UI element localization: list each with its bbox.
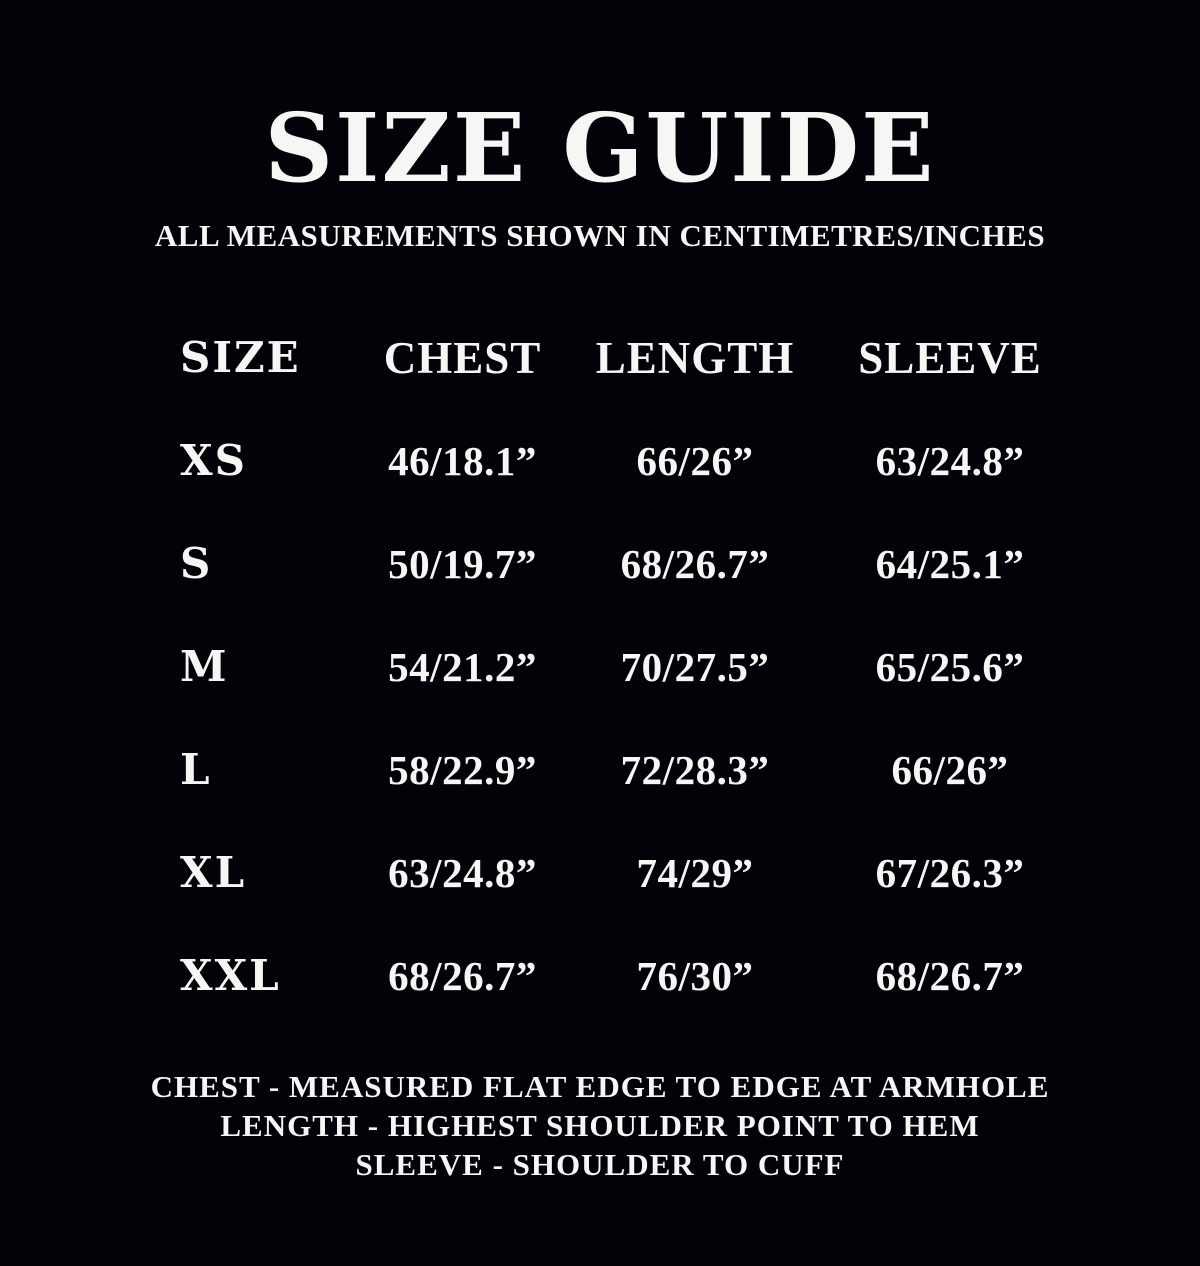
length-cell-xl: 74/29”: [636, 849, 754, 896]
chest-cell-m: 54/21.2”: [388, 643, 537, 690]
length-cell-l: 72/28.3”: [620, 746, 770, 793]
note-length: LENGTH - HIGHEST SHOULDER POINT TO HEM: [220, 1108, 980, 1144]
column-header-length: LENGTH: [595, 332, 795, 383]
sleeve-cell-xl: 67/26.3”: [875, 849, 1025, 896]
length-cell-xxl: 76/30”: [636, 952, 754, 999]
sleeve-cell-xxl: 68/26.7”: [875, 952, 1025, 999]
chest-cell-xxl: 68/26.7”: [388, 952, 537, 999]
page-subtitle: ALL MEASUREMENTS SHOWN IN CENTIMETRES/IN…: [154, 218, 1046, 254]
size-cell-l: L: [180, 745, 212, 795]
size-cell-m: M: [180, 642, 229, 692]
sleeve-cell-m: 65/25.6”: [875, 643, 1025, 690]
size-cell-xs: XS: [180, 436, 247, 486]
column-header-sleeve: SLEEVE: [858, 332, 1042, 383]
length-cell-m: 70/27.5”: [620, 643, 770, 690]
sleeve-cell-xs: 63/24.8”: [875, 437, 1025, 484]
sleeve-cell-s: 64/25.1”: [875, 540, 1025, 587]
chest-cell-l: 58/22.9”: [388, 746, 537, 793]
size-cell-xl: XL: [180, 848, 247, 898]
column-header-size: SIZE: [180, 333, 301, 383]
column-header-chest: CHEST: [383, 332, 542, 383]
size-table: SIZE CHEST LENGTH SLEEVE XS 46/18.1” 66/…: [180, 306, 1200, 1027]
length-cell-s: 68/26.7”: [620, 540, 770, 587]
chest-cell-xl: 63/24.8”: [388, 849, 537, 896]
chest-cell-xs: 46/18.1”: [388, 437, 537, 484]
page-title: SIZE GUIDE: [264, 93, 936, 204]
length-cell-xs: 66/26”: [636, 437, 754, 484]
note-chest: CHEST - MEASURED FLAT EDGE TO EDGE AT AR…: [150, 1069, 1050, 1105]
note-sleeve: SLEEVE - SHOULDER TO CUFF: [355, 1147, 845, 1183]
size-cell-xxl: XXL: [180, 951, 281, 1001]
size-cell-s: S: [180, 539, 213, 589]
measurement-notes: CHEST - MEASURED FLAT EDGE TO EDGE AT AR…: [0, 1067, 1200, 1184]
sleeve-cell-l: 66/26”: [891, 746, 1009, 793]
chest-cell-s: 50/19.7”: [388, 540, 537, 587]
